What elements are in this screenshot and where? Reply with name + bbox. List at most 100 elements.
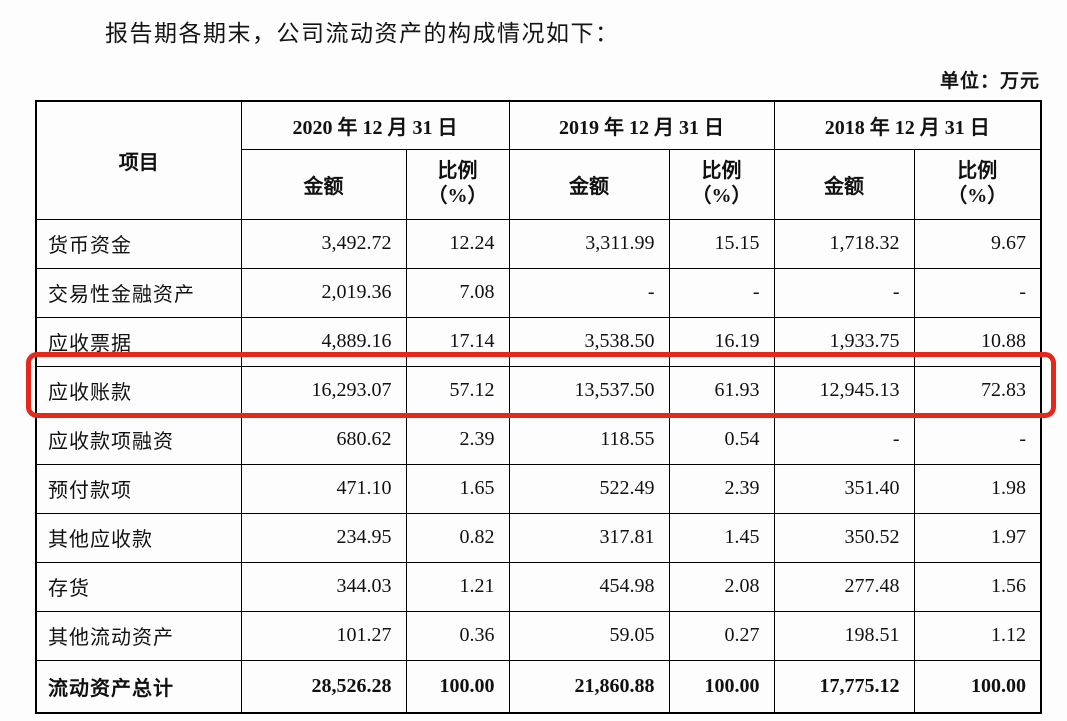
ratio-label-line2: （%） [947,185,1008,207]
amount-cell: - [773,414,915,465]
item-cell: 货币资金 [35,218,242,269]
amount-cell: 1,718.32 [773,218,915,269]
item-cell: 应收账款 [35,365,242,416]
ratio-cell: 10.88 [913,316,1042,367]
ratio-cell: 1.56 [913,561,1042,612]
amount-cell: 680.62 [240,414,407,465]
table-row-highlighted: 应收账款 16,293.07 57.12 13,537.50 61.93 12,… [35,365,1042,416]
amount-cell: 317.81 [508,512,670,563]
ratio-cell: 0.27 [668,610,775,661]
item-cell: 流动资产总计 [35,659,242,714]
amount-cell: 3,538.50 [508,316,670,367]
amount-cell: 344.03 [240,561,407,612]
col-header-period-2020: 2020 年 12 月 31 日 [240,100,510,150]
amount-cell: 351.40 [773,463,915,514]
table-row: 交易性金融资产 2,019.36 7.08 - - - - [35,267,1042,318]
col-header-ratio-2019: 比例 （%） [668,148,775,220]
ratio-cell: 100.00 [668,659,775,714]
amount-cell: 234.95 [240,512,407,563]
col-header-amount-2019: 金额 [508,148,670,220]
intro-text: 报告期各期末，公司流动资产的构成情况如下： [105,21,620,46]
col-header-item: 项目 [35,100,242,220]
col-header-amount-2020: 金额 [240,148,407,220]
amount-cell: 16,293.07 [240,365,407,416]
ratio-cell: 0.82 [405,512,510,563]
item-cell: 应收款项融资 [35,414,242,465]
amount-cell: 3,492.72 [240,218,407,269]
amount-cell: 17,775.12 [773,659,915,714]
amount-cell: 101.27 [240,610,407,661]
table-row: 预付款项 471.10 1.65 522.49 2.39 351.40 1.98 [35,463,1042,514]
amount-cell: 350.52 [773,512,915,563]
ratio-label-line1: 比例 [957,160,998,182]
amount-cell: 59.05 [508,610,670,661]
amount-cell: 118.55 [508,414,670,465]
amount-cell: 4,889.16 [240,316,407,367]
ratio-cell: 72.83 [913,365,1042,416]
current-assets-table: 项目 2020 年 12 月 31 日 2019 年 12 月 31 日 201… [35,100,1042,714]
ratio-cell: 1.97 [913,512,1042,563]
header-row-sub: 金额 比例 （%） 金额 比例 （%） 金额 比例 （%） [36,148,1042,220]
ratio-cell: 17.14 [405,316,510,367]
unit-label: 单位：万元 [939,71,1040,92]
amount-cell: 471.10 [240,463,407,514]
ratio-cell: 0.54 [668,414,775,465]
item-cell: 存货 [35,561,242,612]
item-cell: 交易性金融资产 [35,267,242,318]
ratio-cell: 15.15 [668,218,775,269]
ratio-cell: 100.00 [405,659,510,714]
amount-cell: 13,537.50 [508,365,670,416]
col-header-period-2018: 2018 年 12 月 31 日 [773,100,1042,150]
ratio-cell: 2.39 [405,414,510,465]
col-header-amount-2018: 金额 [773,148,915,220]
col-header-ratio-2018: 比例 （%） [913,148,1042,220]
ratio-cell: - [913,267,1042,318]
ratio-cell: 16.19 [668,316,775,367]
ratio-label-line1: 比例 [701,160,742,182]
amount-cell: - [773,267,915,318]
ratio-cell: 7.08 [405,267,510,318]
amount-cell: 454.98 [508,561,670,612]
header-row-dates: 项目 2020 年 12 月 31 日 2019 年 12 月 31 日 201… [35,100,1042,220]
table-row: 存货 344.03 1.21 454.98 2.08 277.48 1.56 [35,561,1042,612]
ratio-cell: 57.12 [405,365,510,416]
item-cell: 其他应收款 [35,512,242,563]
ratio-cell: 1.65 [405,463,510,514]
ratio-cell: 1.98 [913,463,1042,514]
amount-cell: 522.49 [508,463,670,514]
table-row: 货币资金 3,492.72 12.24 3,311.99 15.15 1,718… [35,218,1042,269]
item-cell: 其他流动资产 [35,610,242,661]
ratio-cell: - [913,414,1042,465]
ratio-cell: 2.08 [668,561,775,612]
col-header-period-2019: 2019 年 12 月 31 日 [508,100,775,150]
table-row: 应收票据 4,889.16 17.14 3,538.50 16.19 1,933… [35,316,1042,367]
ratio-cell: 1.12 [913,610,1042,661]
amount-cell: 21,860.88 [508,659,670,714]
amount-cell: 198.51 [773,610,915,661]
ratio-label-line1: 比例 [437,160,478,182]
amount-cell: 28,526.28 [240,659,407,714]
table-row: 其他流动资产 101.27 0.36 59.05 0.27 198.51 1.1… [35,610,1042,661]
ratio-cell: 0.36 [405,610,510,661]
table-row: 应收款项融资 680.62 2.39 118.55 0.54 - - [35,414,1042,465]
item-cell: 应收票据 [35,316,242,367]
ratio-cell: 1.45 [668,512,775,563]
ratio-label-line2: （%） [691,185,752,207]
ratio-cell: 9.67 [913,218,1042,269]
col-header-ratio-2020: 比例 （%） [405,148,510,220]
ratio-label-line2: （%） [427,185,488,207]
amount-cell: 3,311.99 [508,218,670,269]
ratio-cell: 61.93 [668,365,775,416]
table-row-total: 流动资产总计 28,526.28 100.00 21,860.88 100.00… [35,659,1042,714]
table-row: 其他应收款 234.95 0.82 317.81 1.45 350.52 1.9… [35,512,1042,563]
ratio-cell: 12.24 [405,218,510,269]
amount-cell: 277.48 [773,561,915,612]
ratio-cell: 1.21 [405,561,510,612]
item-cell: 预付款项 [35,463,242,514]
ratio-cell: - [668,267,775,318]
amount-cell: 12,945.13 [773,365,915,416]
ratio-cell: 2.39 [668,463,775,514]
amount-cell: 1,933.75 [773,316,915,367]
ratio-cell: 100.00 [913,659,1042,714]
